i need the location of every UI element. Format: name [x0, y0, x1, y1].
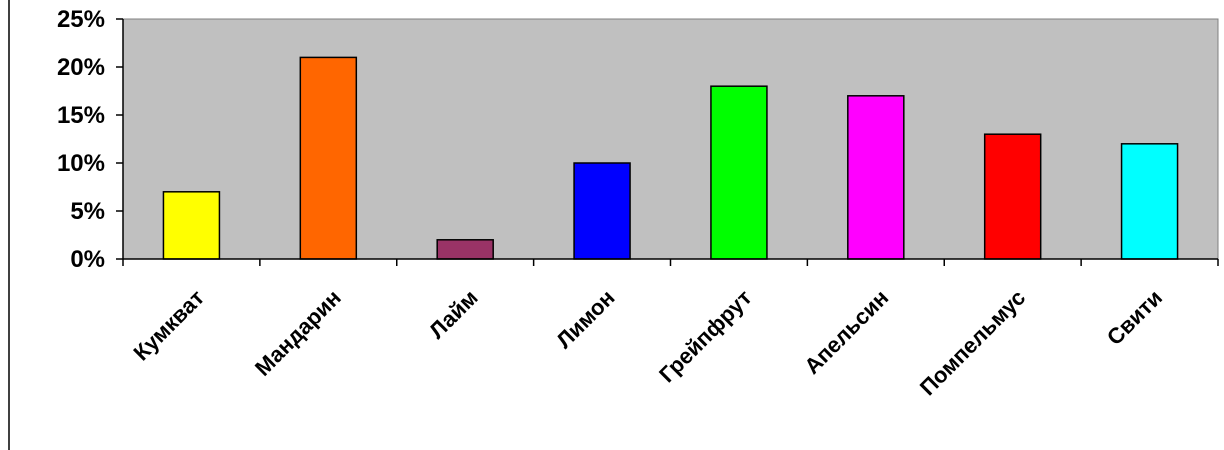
x-category-label: Лимон	[551, 285, 619, 353]
y-tick-labels: 0% 5% 10% 15% 20% 25%	[57, 6, 105, 273]
bar-2	[299, 56, 358, 260]
bar-4	[573, 162, 631, 260]
x-tick-labels: Кумкват Мандарин Лайм Лимон Грейпфрут Апельси…	[128, 285, 1167, 401]
y-tick-label: 20%	[57, 54, 105, 81]
bar-1	[162, 191, 221, 260]
y-tick-label: 25%	[57, 6, 105, 33]
bar-3	[436, 239, 494, 260]
bar-8	[1120, 143, 1179, 260]
axis-ticks	[116, 18, 1219, 266]
y-tick-label: 15%	[57, 102, 105, 129]
x-category-label: Лайм	[424, 285, 483, 344]
plot-area	[122, 18, 1219, 260]
bar-7	[983, 133, 1042, 260]
y-tick-label: 5%	[70, 198, 105, 225]
bar-5	[710, 85, 768, 260]
y-tick-label: 0%	[70, 246, 105, 273]
x-category-label: Свити	[1102, 285, 1167, 350]
x-category-label: Помпельмус	[915, 285, 1030, 400]
y-tick-label: 10%	[57, 150, 105, 177]
x-category-label: Кумкват	[128, 285, 209, 366]
x-category-label: Грейпфрут	[654, 285, 757, 388]
x-category-label: Апельсин	[799, 285, 893, 379]
x-category-label: Мандарин	[250, 285, 346, 381]
bars	[162, 56, 1179, 260]
bar-6	[847, 95, 905, 260]
